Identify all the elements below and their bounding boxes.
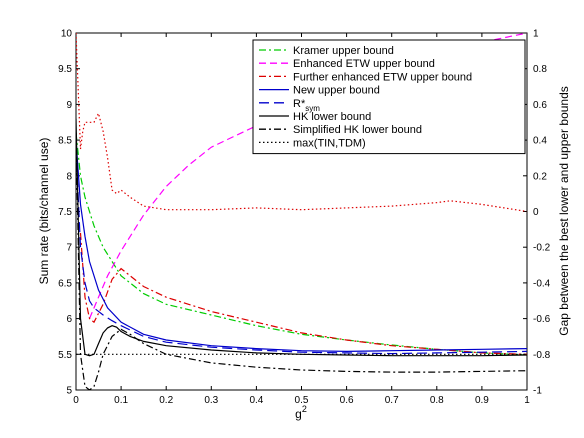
- legend-label: R*sym: [293, 98, 320, 113]
- series-layer: [76, 33, 527, 390]
- y-tick-label: 8: [66, 171, 72, 182]
- series-line-new-upper-bound: [76, 140, 527, 353]
- legend-label: Enhanced ETW upper bound: [293, 58, 435, 70]
- x-axis-label-sup: 2: [302, 404, 307, 414]
- y-axis-label: Sum rate (bits/channel use): [37, 138, 51, 285]
- y2-tick-label: 0.8: [533, 64, 547, 75]
- y-tick-label: 10: [61, 29, 73, 40]
- y-tick-label: 5: [66, 386, 72, 397]
- y-tick-label: 9.5: [58, 64, 72, 75]
- y-tick-label: 8.5: [58, 136, 72, 147]
- y2-tick-label: 0.6: [533, 100, 547, 111]
- x-axis-label: g2: [295, 404, 307, 421]
- series-line-simplified-hk-lower-bound: [76, 132, 527, 390]
- x-tick-label: 0.5: [295, 395, 309, 406]
- y2-tick-label: -1: [533, 386, 542, 397]
- x-tick-label: 0.6: [340, 395, 354, 406]
- y-tick-label: 7.5: [58, 207, 72, 218]
- series-line-hk-lower-bound: [76, 118, 527, 357]
- x-tick-label: 0.1: [114, 395, 128, 406]
- y-tick-label: 6: [66, 314, 72, 325]
- legend-box: [252, 39, 526, 155]
- y-tick-label: 6.5: [58, 278, 72, 289]
- legend-label: Simplified HK lower bound: [293, 124, 422, 136]
- x-tick-label: 0.4: [249, 395, 263, 406]
- y-tick-label: 7: [66, 243, 72, 254]
- x-tick-label: 0.3: [204, 395, 218, 406]
- y-tick-label: 5.5: [58, 350, 72, 361]
- x-tick-label: 0.8: [430, 395, 444, 406]
- x-tick-label: 1: [524, 395, 530, 406]
- y2-tick-label: -0.4: [533, 278, 551, 289]
- series-line-gap: [76, 33, 527, 213]
- legend-label: max(TIN,TDM): [293, 137, 366, 149]
- x-tick-label: 0.2: [159, 395, 173, 406]
- y2-tick-label: -0.8: [533, 350, 551, 361]
- y2-tick-label: -0.2: [533, 243, 551, 254]
- legend-label: New upper bound: [293, 85, 380, 97]
- x-axis-label-text: g: [295, 407, 302, 421]
- legend-label: HK lower bound: [293, 111, 371, 123]
- y2-tick-label: -0.6: [533, 314, 551, 325]
- legend-label: Further enhanced ETW upper bound: [293, 71, 472, 83]
- y2-axis-label: Gap between the best lower and upper bou…: [557, 86, 571, 336]
- x-tick-label: 0.9: [475, 395, 489, 406]
- axes: 0 0.1 0.2 0.3 0.4 0.5 0.6 0.7 0.8 0.9 1 5 5.5 6 6.5 7 7.…: [58, 29, 551, 407]
- legend-label: Kramer upper bound: [293, 45, 394, 57]
- y2-tick-label: 0.4: [533, 136, 547, 147]
- y2-tick-label: 0: [533, 207, 539, 218]
- x-tick-label: 0.7: [385, 395, 399, 406]
- y-tick-label: 9: [66, 100, 72, 111]
- series-line-further-enhanced-etw-upper-bound: [79, 232, 527, 355]
- y2-tick-label: 1: [533, 29, 539, 40]
- x-tick-label: 0: [73, 395, 79, 406]
- series-line-r-: [76, 147, 527, 355]
- y2-tick-label: 0.2: [533, 171, 547, 182]
